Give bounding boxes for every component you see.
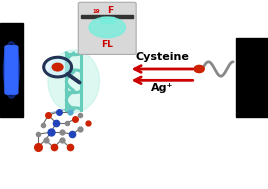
Circle shape (52, 63, 63, 71)
Text: F: F (107, 6, 113, 15)
FancyBboxPatch shape (5, 46, 18, 94)
Text: FL: FL (101, 40, 113, 49)
Ellipse shape (89, 17, 125, 38)
Bar (236, 38, 268, 117)
Text: Cysteine: Cysteine (135, 52, 189, 62)
Ellipse shape (48, 50, 99, 112)
FancyBboxPatch shape (78, 2, 136, 54)
Bar (81, 15, 133, 18)
Bar (0, 23, 23, 117)
Bar (101, 17, 114, 23)
Text: 19: 19 (93, 9, 100, 14)
Circle shape (194, 65, 204, 73)
Ellipse shape (3, 42, 19, 98)
Circle shape (44, 57, 72, 77)
Text: Ag⁺: Ag⁺ (151, 83, 173, 93)
